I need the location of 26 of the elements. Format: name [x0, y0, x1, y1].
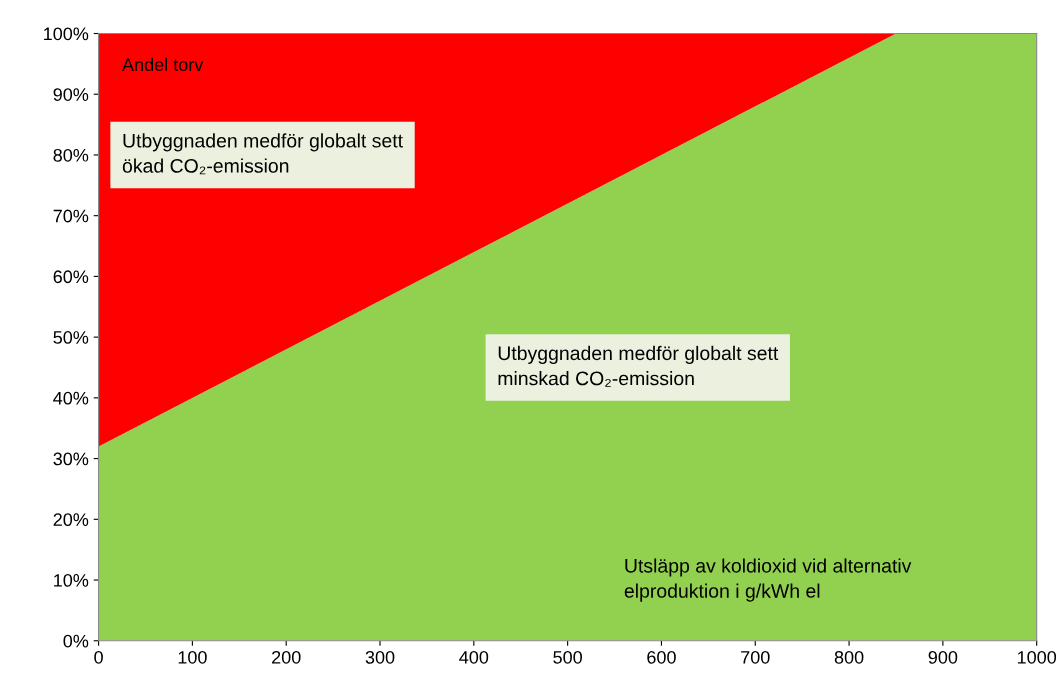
y-tick-label: 80% [53, 148, 89, 162]
x-tick-label: 1000 [1017, 650, 1057, 664]
y-tick-label: 40% [53, 391, 89, 405]
y-tick-label: 20% [53, 513, 89, 527]
y-axis-title: Andel torv [122, 57, 204, 72]
y-tick-label: 50% [53, 331, 89, 344]
x-tick-label: 0 [94, 650, 103, 664]
y-tick-label: 30% [53, 452, 89, 466]
x-tick-label: 100 [178, 650, 207, 664]
x-tick-label: 400 [459, 650, 489, 664]
y-tick-label: 60% [53, 270, 89, 284]
y-tick-label: 0% [63, 634, 89, 648]
x-tick-label: 700 [741, 650, 770, 664]
x-tick-label: 300 [365, 650, 395, 664]
y-tick-label: 10% [54, 573, 89, 587]
x-tick-label: 900 [928, 650, 958, 664]
y-tick-label: 100% [44, 27, 89, 41]
y-tick-label: 70% [53, 209, 89, 223]
x-tick-label: 800 [834, 650, 864, 664]
y-tick-label: 90% [53, 88, 89, 101]
x-tick-label: 600 [647, 650, 676, 664]
annotation: Utbyggnaden medför globalt sett minskad CO₂-emission [498, 345, 779, 387]
x-axis-title: Utsläpp av koldioxid vid alternativ elproduktion i g/kWh el [624, 558, 912, 602]
annotation: Utbyggnaden medför globalt sett ökad CO₂-emission [122, 133, 403, 175]
x-tick-label: 500 [553, 650, 582, 664]
x-tick-label: 200 [272, 650, 301, 664]
